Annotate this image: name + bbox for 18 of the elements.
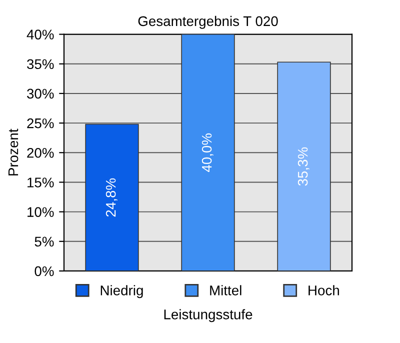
data-label: 35,3% <box>298 147 310 186</box>
y-tick-label: 35% <box>27 59 54 70</box>
y-tick-label: 25% <box>27 118 54 128</box>
y-tick-label: 5% <box>34 236 54 247</box>
legend-label: Hoch <box>308 285 339 296</box>
y-axis-title: Prozent <box>8 128 18 176</box>
y-tick-label: 30% <box>27 88 54 99</box>
data-label: 40,0% <box>202 133 214 172</box>
y-tick-label: 20% <box>27 148 54 158</box>
y-tick-label: 0% <box>34 266 54 276</box>
chart-title: Gesamtergebnis T 020 <box>138 16 278 29</box>
data-label: 24,8% <box>106 178 118 217</box>
y-tick-label: 10% <box>28 207 54 217</box>
legend-label: Niedrig <box>100 285 143 298</box>
x-axis-title: Leistungsstufe <box>164 309 252 322</box>
y-tick-label: 40% <box>26 30 54 40</box>
y-tick-label: 15% <box>28 178 54 188</box>
legend-label: Mittel <box>210 285 242 296</box>
